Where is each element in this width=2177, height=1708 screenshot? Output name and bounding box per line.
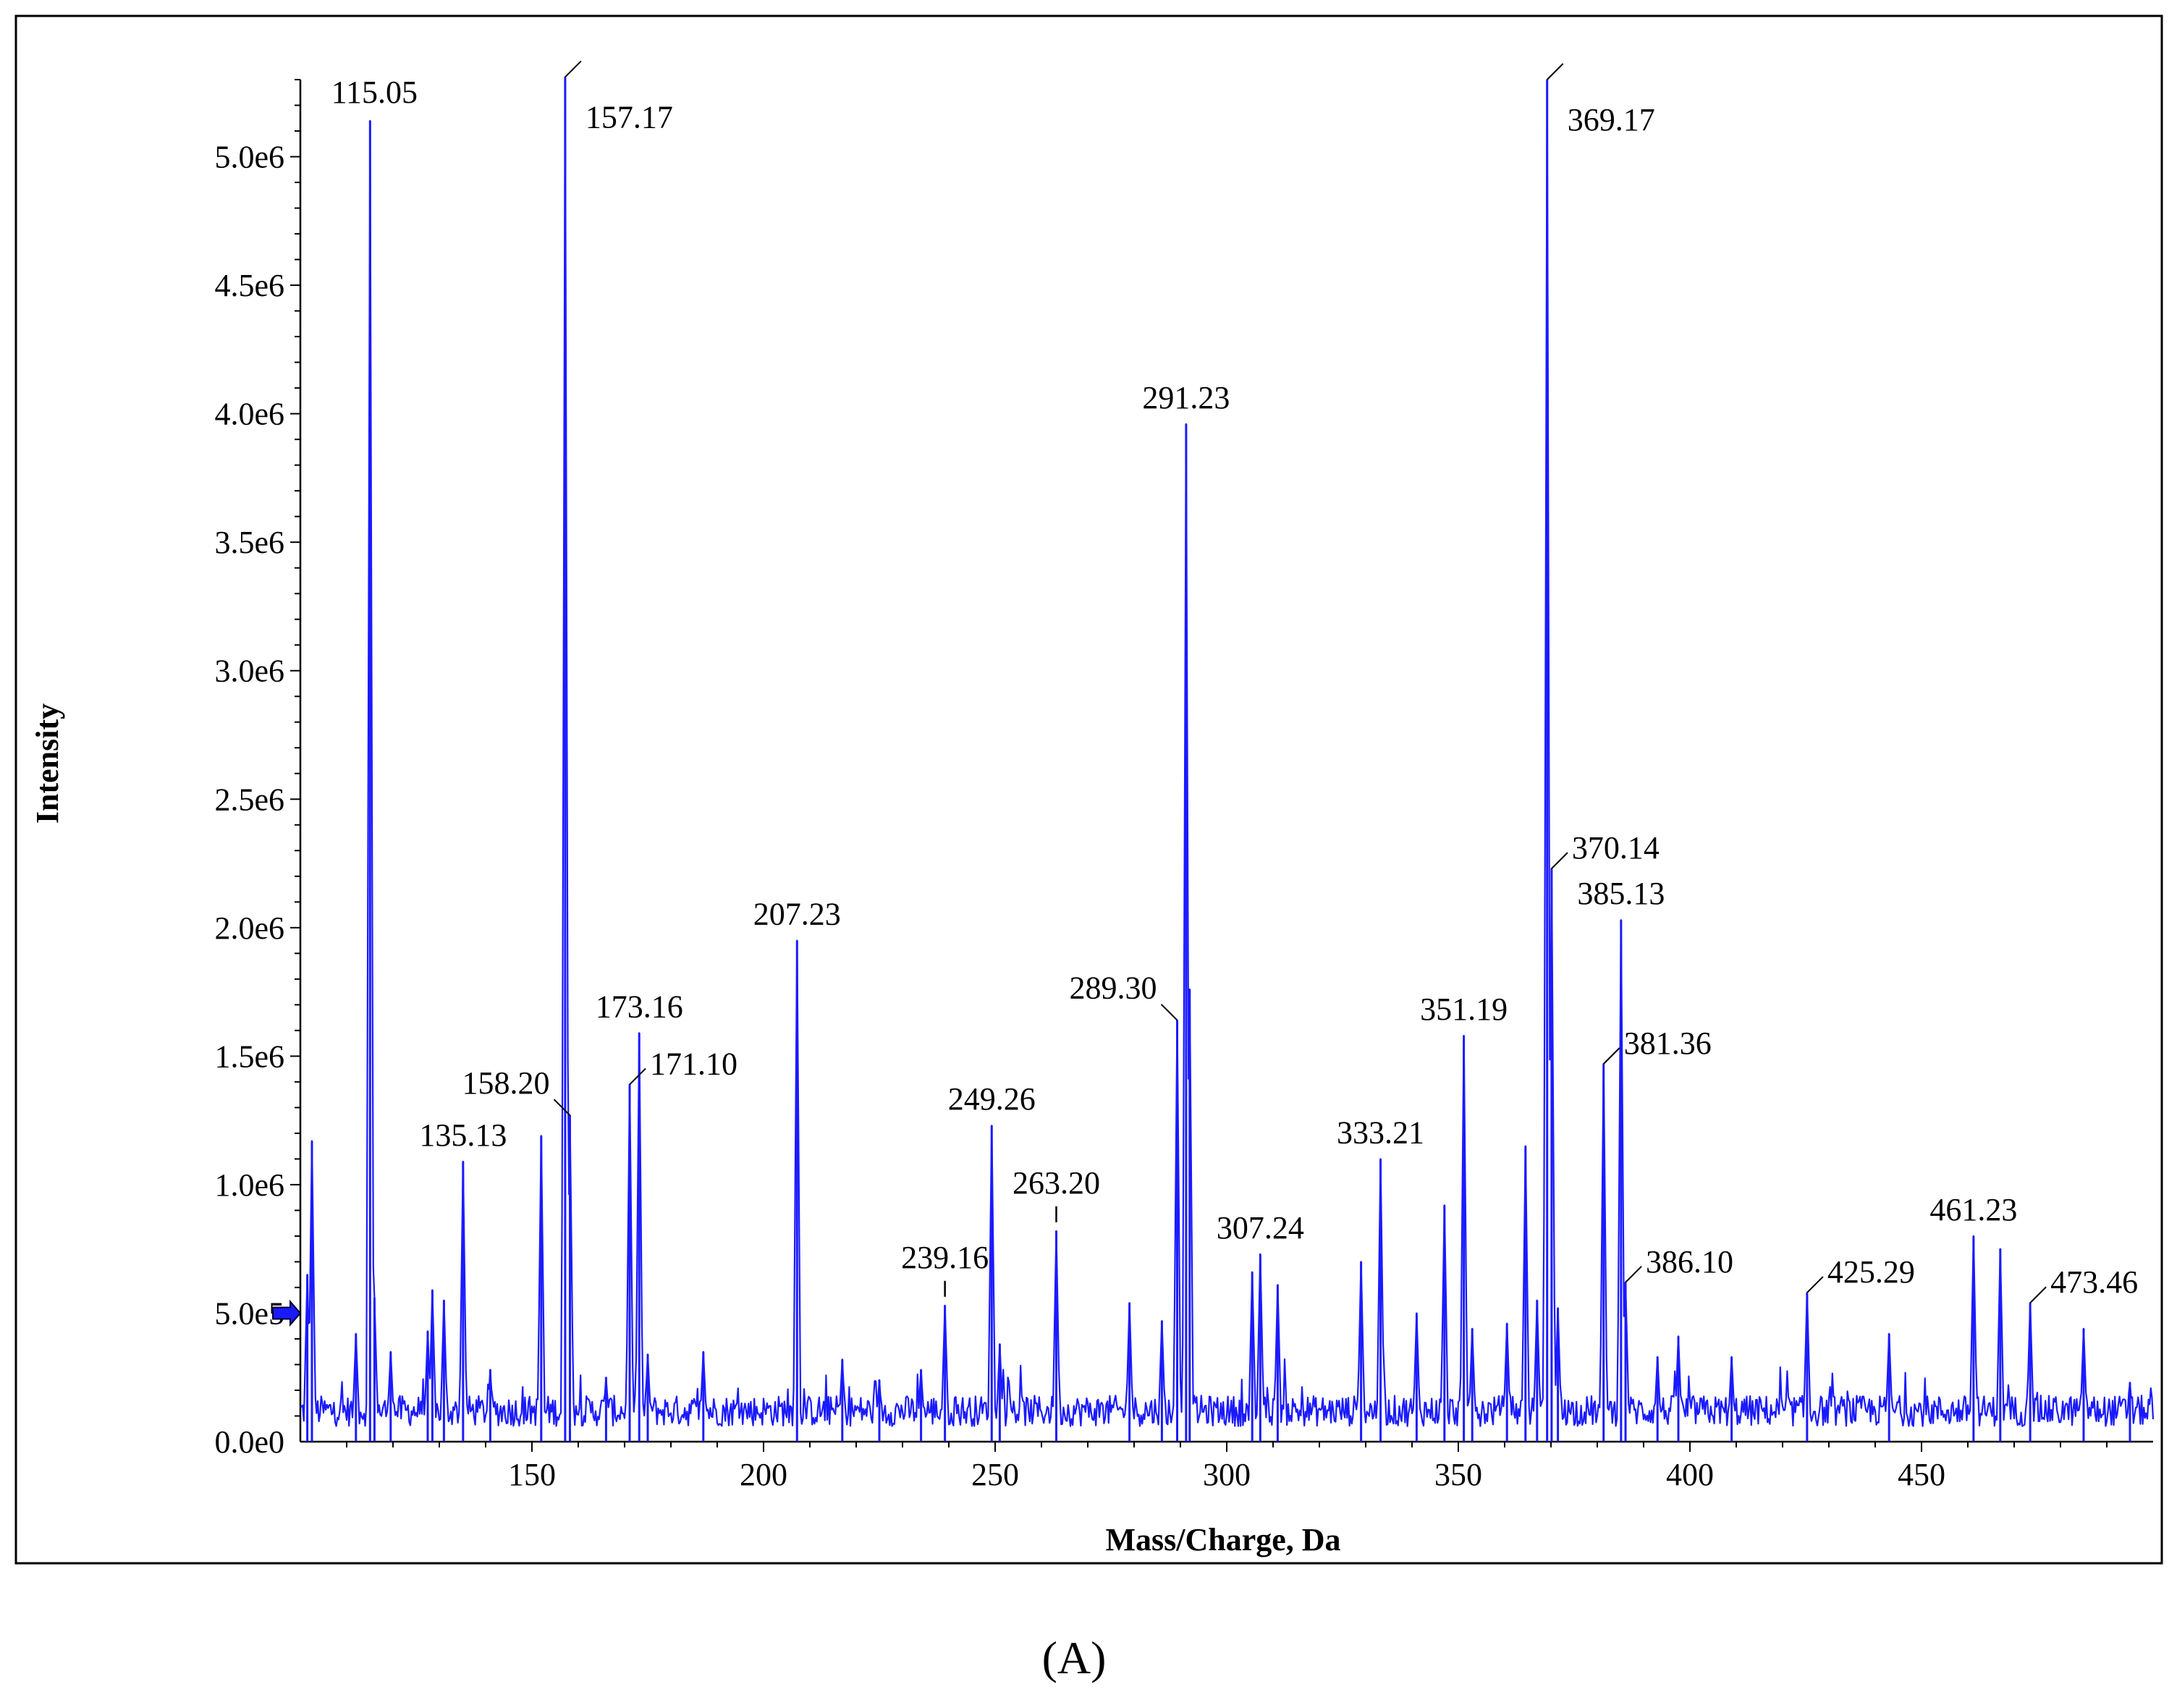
axes: 150 200 250 300 350 400 4500.0e05.0e51.0e61.5e… <box>214 79 2153 1492</box>
peak-label: 461.23 <box>1929 1192 2017 1227</box>
label-leader-line <box>1160 1003 1178 1021</box>
x-tick-label: 250 <box>971 1457 1019 1492</box>
peak-label: 289.30 <box>1070 971 1157 1006</box>
peak-label: 157.17 <box>586 99 673 135</box>
label-leader-line <box>1602 1047 1620 1065</box>
peak-label: 158.20 <box>462 1065 549 1101</box>
peak-label: 239.16 <box>901 1240 989 1275</box>
peak-label: 173.16 <box>596 989 683 1024</box>
peak-label: 207.23 <box>753 897 841 932</box>
peak-label: 473.46 <box>2050 1264 2138 1300</box>
figure-frame <box>14 14 2163 1565</box>
y-tick-label: 4.5e6 <box>214 268 284 303</box>
peak-label: 249.26 <box>948 1081 1036 1117</box>
y-tick-label: 3.0e6 <box>214 654 284 689</box>
x-tick-label: 350 <box>1434 1457 1482 1492</box>
peak-label: 385.13 <box>1577 876 1665 911</box>
y-tick-label: 5.0e6 <box>214 140 284 175</box>
x-tick-label: 200 <box>740 1457 787 1492</box>
peak-label: 369.17 <box>1568 102 1655 138</box>
peak-label: 171.10 <box>650 1046 737 1081</box>
peak-label: 351.19 <box>1420 992 1508 1027</box>
peak-label: 370.14 <box>1572 830 1660 866</box>
peak-label: 386.10 <box>1646 1244 1733 1280</box>
y-tick-label: 1.0e6 <box>214 1167 284 1203</box>
y-axis-title: Intensity <box>30 703 65 824</box>
x-axis-title: Mass/Charge, Da <box>1105 1522 1340 1557</box>
peak-label: 307.24 <box>1217 1210 1304 1246</box>
label-leader-line <box>1551 852 1568 869</box>
peak-label: 381.36 <box>1624 1026 1712 1061</box>
peak-label: 135.13 <box>419 1117 507 1153</box>
y-tick-label: 3.5e6 <box>214 525 284 560</box>
peak-annotations: 115.05 157.17 369.17 291.23 370.14 385.13 207.… <box>331 60 2138 1303</box>
peak-label: 425.29 <box>1827 1254 1915 1290</box>
figure-caption: (A) <box>1042 1632 1107 1683</box>
label-leader-line <box>1806 1276 1824 1293</box>
label-leader-line <box>1546 63 1564 80</box>
y-tick-label: 2.0e6 <box>214 910 284 946</box>
spectrum-trace <box>300 76 2155 1427</box>
x-tick-label: 150 <box>508 1457 556 1492</box>
label-leader-line <box>565 60 582 78</box>
y-tick-label: 0.0e0 <box>214 1424 284 1460</box>
y-tick-label: 1.5e6 <box>214 1039 284 1074</box>
spectrum-series <box>300 76 2155 1442</box>
x-tick-label: 400 <box>1666 1457 1714 1492</box>
label-leader-line <box>629 1068 646 1086</box>
y-tick-label: 2.5e6 <box>214 782 284 817</box>
x-tick-label: 300 <box>1203 1457 1251 1492</box>
label-leader-line <box>553 1099 571 1116</box>
peak-label: 333.21 <box>1337 1115 1424 1150</box>
x-tick-label: 450 <box>1898 1457 1945 1492</box>
label-leader-line <box>2029 1286 2047 1303</box>
peak-label: 263.20 <box>1013 1165 1100 1201</box>
label-leader-line <box>1625 1266 1642 1283</box>
threshold-arrow-icon <box>272 1299 302 1327</box>
peak-label: 291.23 <box>1142 380 1230 415</box>
y-tick-label: 4.0e6 <box>214 397 284 432</box>
peak-label: 115.05 <box>331 75 418 110</box>
